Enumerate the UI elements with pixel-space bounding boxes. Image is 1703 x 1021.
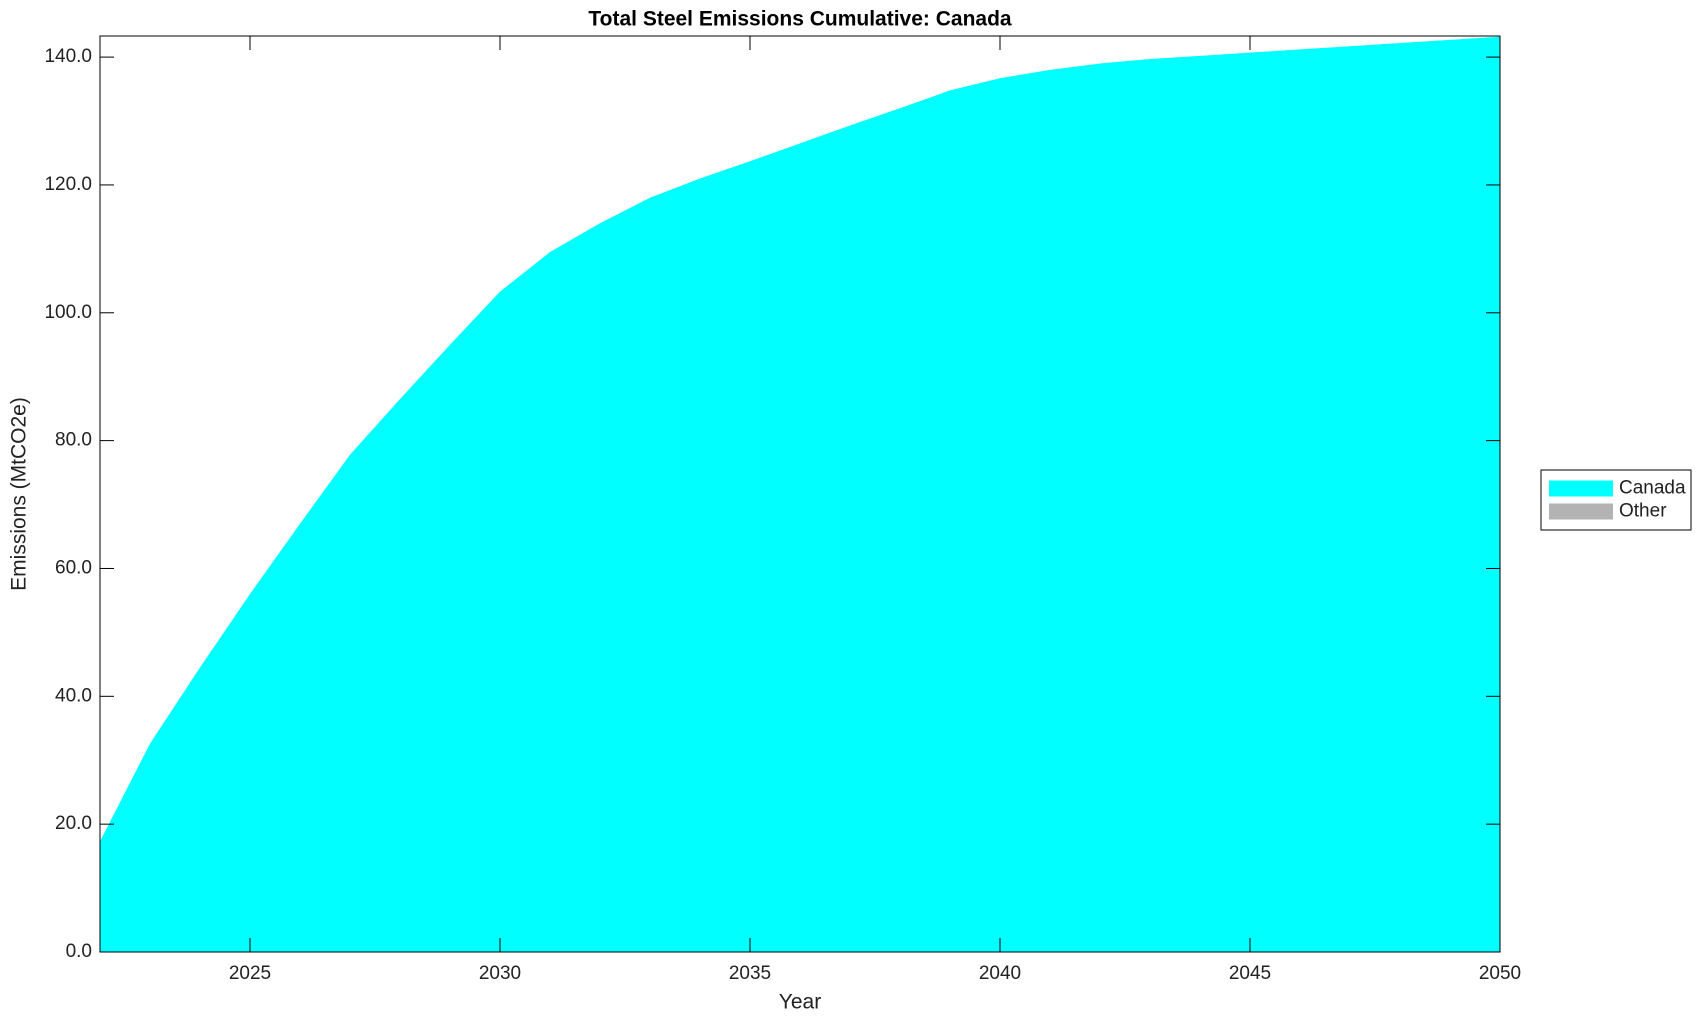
y-tick-label: 120.0 bbox=[44, 174, 92, 195]
legend-swatch bbox=[1549, 503, 1613, 520]
x-tick-label: 2045 bbox=[1229, 963, 1271, 984]
y-tick-label: 20.0 bbox=[55, 813, 92, 834]
y-tick-label: 40.0 bbox=[55, 685, 92, 706]
plot-frame bbox=[99, 35, 1501, 953]
x-tick-label: 2030 bbox=[479, 963, 521, 984]
x-tick-label: 2025 bbox=[229, 963, 271, 984]
y-tick-label: 100.0 bbox=[44, 302, 92, 323]
y-tick-label: 60.0 bbox=[55, 557, 92, 578]
x-axis-label: Year bbox=[779, 991, 821, 1014]
x-tick-label: 2040 bbox=[979, 963, 1021, 984]
legend-label: Other bbox=[1619, 501, 1667, 522]
y-tick-label: 140.0 bbox=[44, 46, 92, 67]
x-tick-label: 2035 bbox=[729, 963, 771, 984]
y-tick-label: 0.0 bbox=[66, 941, 92, 962]
legend-swatch bbox=[1549, 480, 1613, 497]
chart-title: Total Steel Emissions Cumulative: Canada bbox=[588, 8, 1012, 31]
y-axis-label: Emissions (MtCO2e) bbox=[8, 397, 31, 591]
x-tick-label: 2050 bbox=[1479, 963, 1521, 984]
area bbox=[100, 36, 1500, 952]
legend-box bbox=[1540, 469, 1692, 531]
y-tick-label: 80.0 bbox=[55, 430, 92, 451]
legend-label: Canada bbox=[1619, 478, 1686, 499]
